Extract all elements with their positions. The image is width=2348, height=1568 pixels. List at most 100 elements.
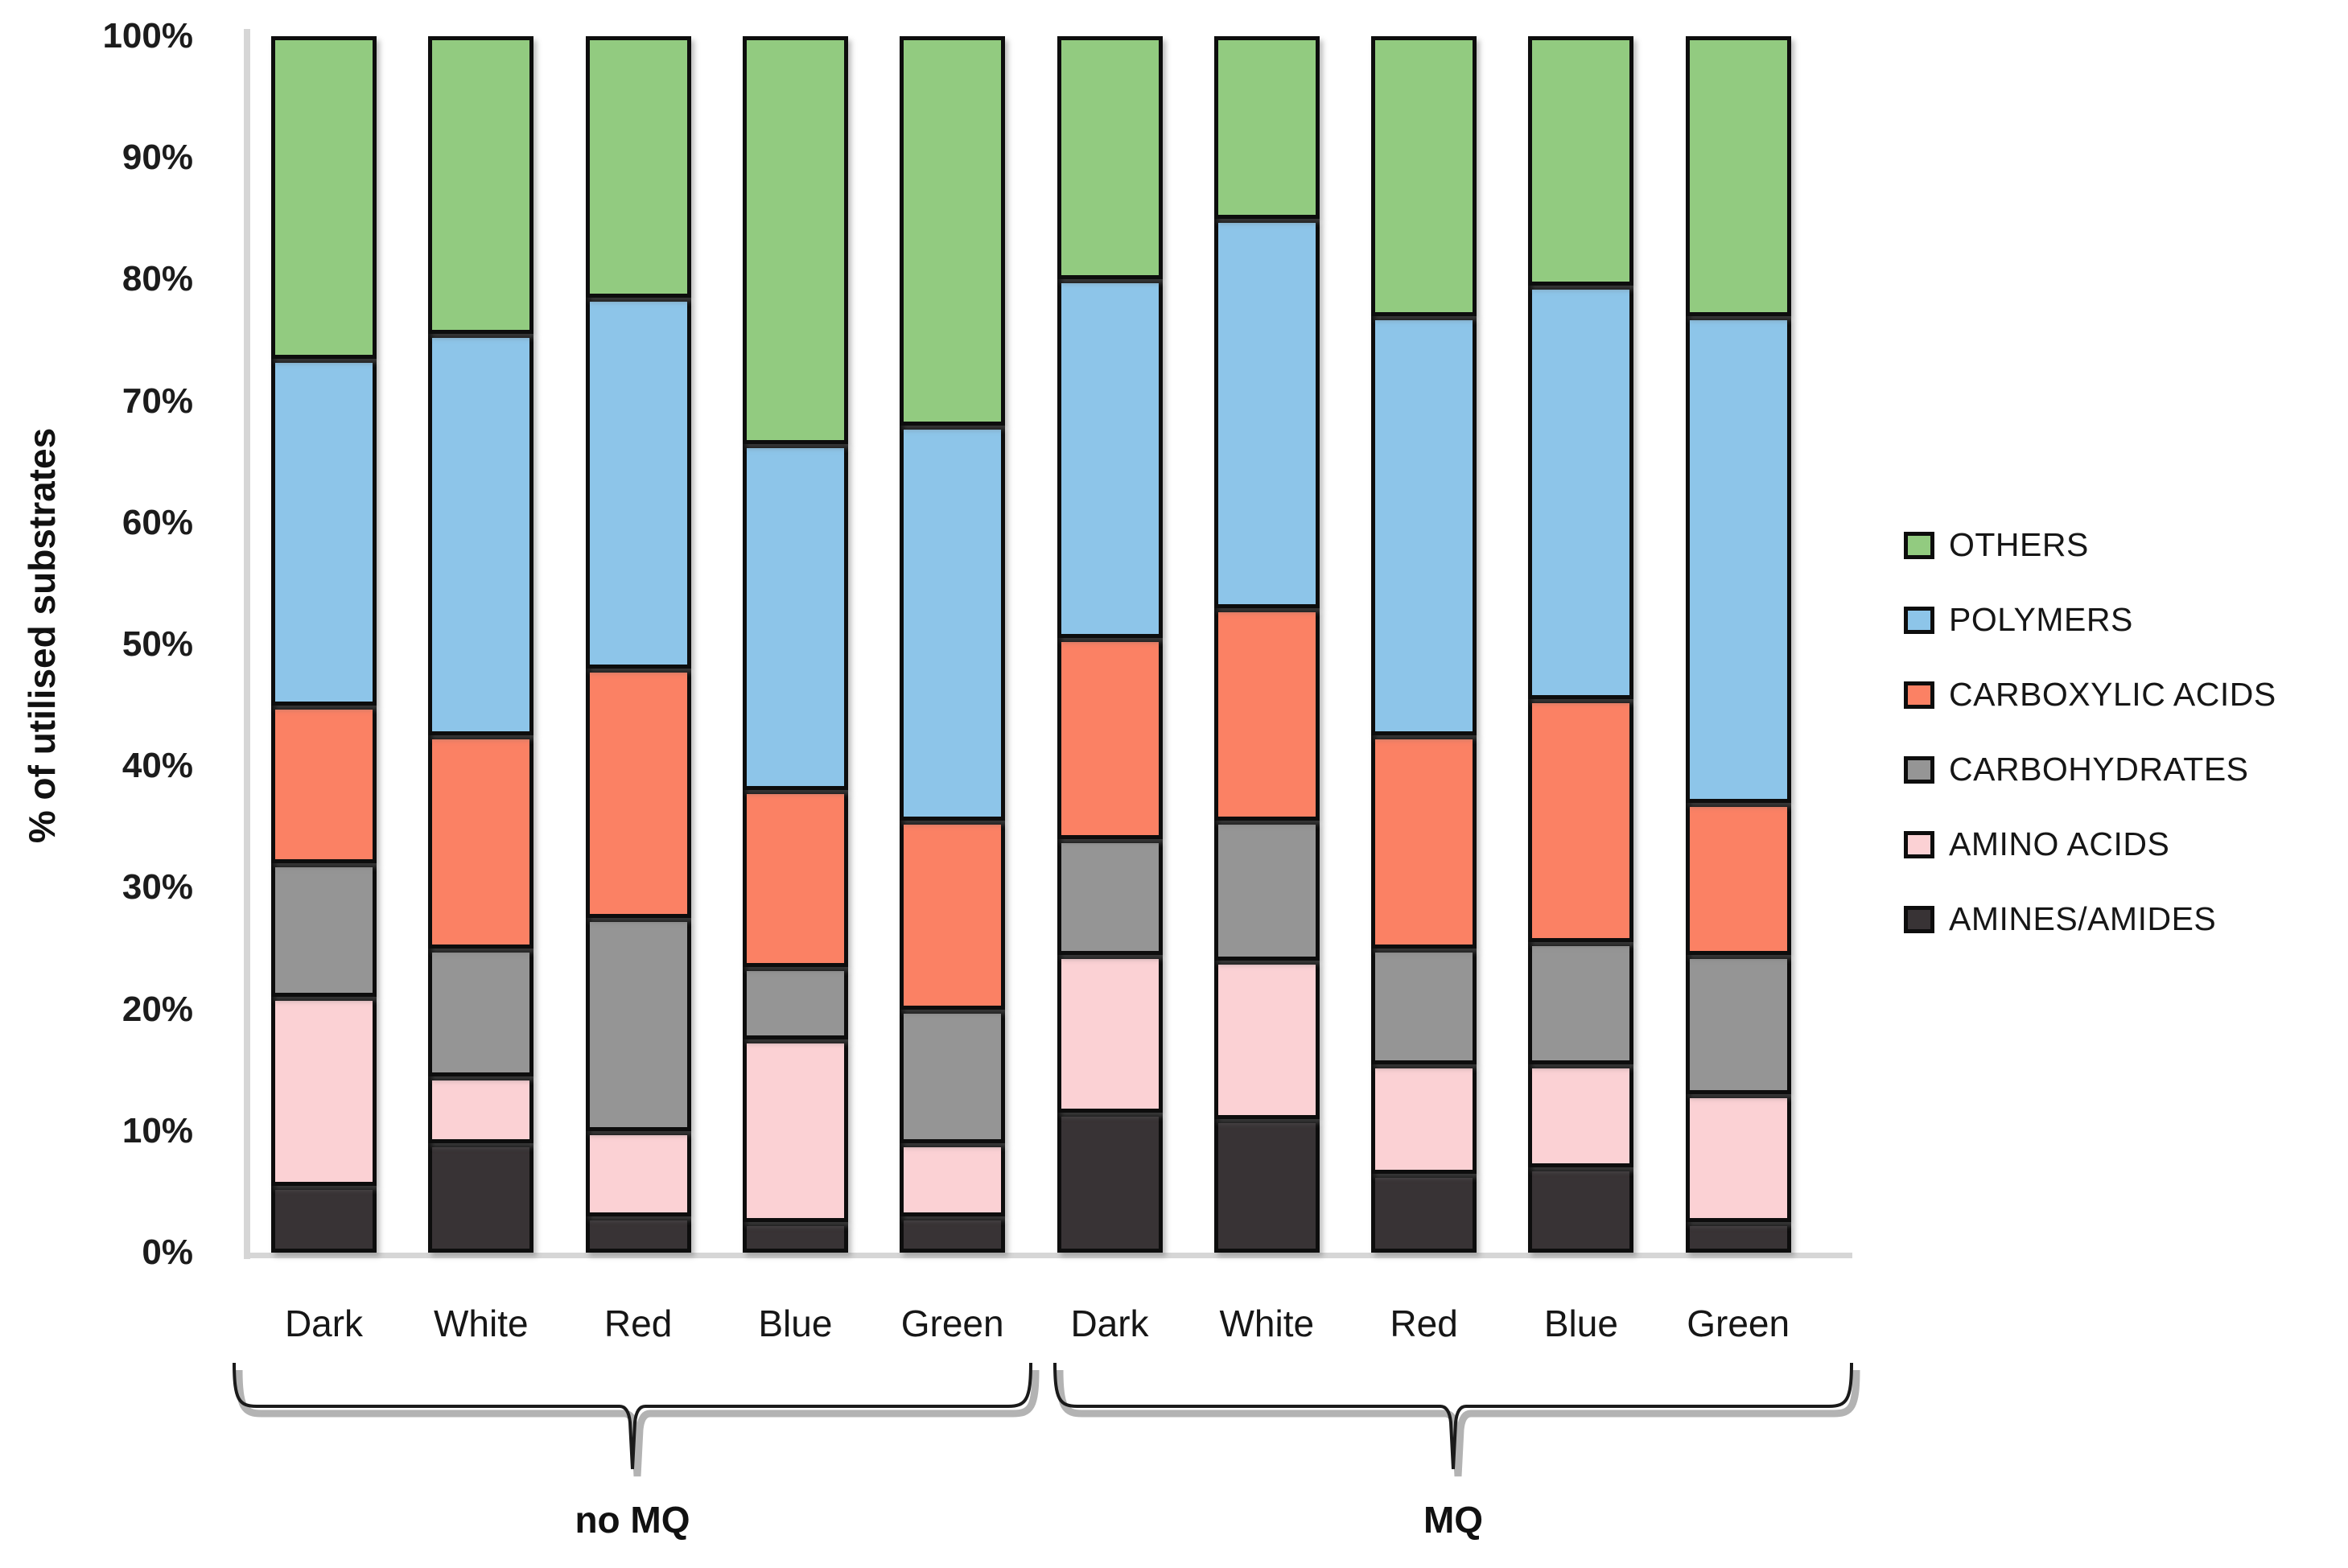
- segment-carbohydrates: [1528, 942, 1634, 1064]
- x-axis-label-dark-mq: Dark: [1070, 1303, 1149, 1344]
- x-axis-label-red-no-mq: Red: [603, 1303, 673, 1344]
- x-axis-label-white-mq: White: [1219, 1303, 1315, 1344]
- segment-carboxylic-acids: [271, 705, 377, 864]
- segment-others: [1057, 36, 1163, 280]
- segment-amines-amides: [428, 1142, 534, 1253]
- y-axis-tick-label: 40%: [122, 746, 193, 786]
- legend-item-amines-amides: AMINES/AMIDES: [1904, 882, 2216, 957]
- y-axis-line: [244, 29, 250, 1259]
- x-axis-label-red-mq: Red: [1390, 1303, 1458, 1344]
- segment-others: [428, 36, 534, 335]
- segment-carbohydrates: [1685, 954, 1791, 1095]
- y-axis-tick-label: 70%: [122, 381, 193, 421]
- segment-carboxylic-acids: [1213, 607, 1320, 821]
- x-axis-label-green-no-mq: Green: [900, 1303, 1004, 1344]
- group-brace-shadow: [1056, 1369, 1860, 1477]
- segment-carbohydrates: [1213, 821, 1320, 961]
- segment-carboxylic-acids: [900, 821, 1006, 1010]
- legend-swatch-icon: [1904, 606, 1934, 634]
- segment-others: [585, 36, 691, 298]
- segment-carbohydrates: [1371, 949, 1477, 1064]
- segment-carboxylic-acids: [1685, 802, 1791, 955]
- segment-others: [1213, 36, 1320, 219]
- legend-swatch-icon: [1904, 531, 1934, 559]
- x-axis-label-dark-no-mq: Dark: [284, 1303, 364, 1344]
- legend-label: CARBOXYLIC ACIDS: [1949, 676, 2276, 713]
- segment-amines-amides: [585, 1216, 691, 1253]
- legend-swatch-icon: [1904, 681, 1934, 709]
- segment-polymers: [1057, 279, 1163, 639]
- segment-amino-acids: [1371, 1064, 1477, 1174]
- group-brace-mq: [1053, 1362, 1853, 1470]
- segment-amino-acids: [1685, 1094, 1791, 1223]
- segment-polymers: [1213, 218, 1320, 608]
- segment-amino-acids: [585, 1130, 691, 1216]
- legend-label: AMINO ACIDS: [1949, 825, 2170, 862]
- y-axis-tick-label: 60%: [122, 502, 193, 542]
- segment-carbohydrates: [1057, 838, 1163, 955]
- segment-amines-amides: [1685, 1222, 1791, 1253]
- segment-carbohydrates: [742, 966, 848, 1040]
- segment-amino-acids: [1213, 961, 1320, 1119]
- segment-others: [1371, 36, 1477, 316]
- group-brace-no-mq: [233, 1362, 1032, 1470]
- group-label-no-mq: no MQ: [575, 1499, 690, 1541]
- y-axis-tick-label: 10%: [122, 1110, 193, 1150]
- y-axis-tick-label: 50%: [122, 624, 193, 664]
- legend-item-polymers: POLYMERS: [1904, 582, 2133, 657]
- y-axis-tick-label: 20%: [122, 989, 193, 1029]
- segment-polymers: [585, 298, 691, 669]
- legend-swatch-icon: [1904, 755, 1934, 784]
- segment-carbohydrates: [900, 1009, 1006, 1143]
- x-axis-baseline: [244, 1253, 1852, 1258]
- segment-amino-acids: [1528, 1064, 1634, 1168]
- segment-carboxylic-acids: [1057, 638, 1163, 839]
- segment-amines-amides: [1213, 1118, 1320, 1253]
- segment-carboxylic-acids: [585, 669, 691, 919]
- legend-label: OTHERS: [1949, 526, 2089, 563]
- segment-others: [1685, 36, 1791, 316]
- segment-amino-acids: [900, 1142, 1006, 1216]
- segment-carbohydrates: [271, 863, 377, 998]
- legend-swatch-icon: [1904, 830, 1934, 858]
- legend-item-carboxylic-acids: CARBOXYLIC ACIDS: [1904, 657, 2276, 732]
- legend-label: CARBOHYDRATES: [1949, 751, 2249, 788]
- segment-amino-acids: [428, 1076, 534, 1143]
- segment-carboxylic-acids: [1528, 699, 1634, 943]
- group-label-mq: MQ: [1423, 1499, 1484, 1541]
- segment-carbohydrates: [585, 918, 691, 1131]
- segment-amines-amides: [271, 1185, 377, 1253]
- segment-polymers: [1528, 285, 1634, 700]
- segment-amines-amides: [742, 1222, 848, 1253]
- x-axis-label-blue-no-mq: Blue: [758, 1303, 833, 1344]
- legend-swatch-icon: [1904, 905, 1934, 933]
- segment-polymers: [428, 334, 534, 736]
- legend-item-carbohydrates: CARBOHYDRATES: [1904, 732, 2249, 807]
- segment-others: [1528, 36, 1634, 286]
- segment-polymers: [742, 443, 848, 791]
- segment-amines-amides: [900, 1216, 1006, 1253]
- segment-amines-amides: [1371, 1173, 1477, 1253]
- segment-others: [271, 36, 377, 359]
- y-axis-tick-label: 0%: [142, 1233, 193, 1272]
- segment-carboxylic-acids: [742, 790, 848, 967]
- y-axis-tick-label: 100%: [102, 16, 193, 56]
- segment-carbohydrates: [428, 949, 534, 1076]
- x-axis-label-green-mq: Green: [1687, 1303, 1790, 1344]
- segment-others: [742, 36, 848, 444]
- segment-carboxylic-acids: [1371, 735, 1477, 949]
- segment-polymers: [271, 358, 377, 706]
- legend-item-amino-acids: AMINO ACIDS: [1904, 807, 2169, 882]
- segment-amino-acids: [1057, 954, 1163, 1113]
- segment-polymers: [900, 425, 1006, 821]
- legend-label: POLYMERS: [1949, 601, 2133, 638]
- group-brace-shadow: [235, 1369, 1040, 1477]
- segment-amines-amides: [1528, 1167, 1634, 1253]
- segment-others: [900, 36, 1006, 426]
- y-axis-tick-label: 90%: [122, 138, 193, 178]
- legend-item-others: OTHERS: [1904, 508, 2089, 582]
- x-axis-label-blue-mq: Blue: [1543, 1303, 1618, 1344]
- x-axis-label-white-no-mq: White: [434, 1303, 529, 1344]
